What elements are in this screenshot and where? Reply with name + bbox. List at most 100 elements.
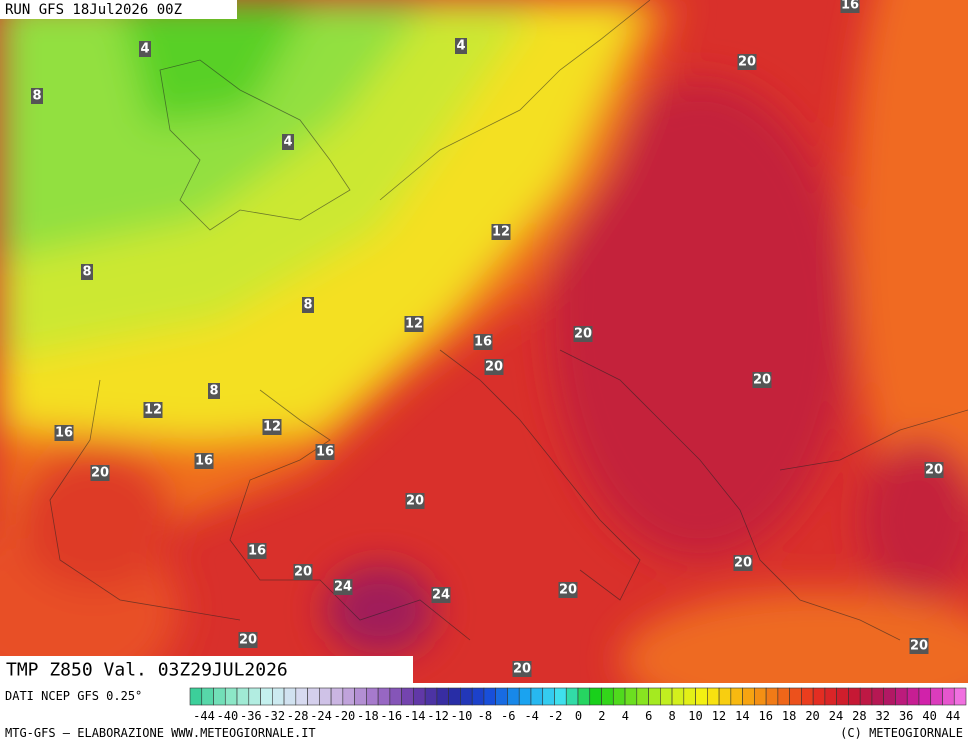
contour-label-box [512, 661, 532, 677]
legend-swatch [483, 687, 496, 706]
contour-label-box [293, 564, 313, 580]
contour-label: 20 [406, 494, 424, 509]
map-title: TMP Z850 Val. 03Z29JUL2026 [6, 660, 288, 681]
legend-label: 6 [645, 709, 652, 723]
legend-swatch [624, 687, 638, 706]
legend-label: -28 [287, 709, 309, 723]
contour-label-box [139, 41, 151, 57]
legend-swatch [413, 687, 426, 706]
legend-label: 20 [805, 709, 819, 723]
coastlines [49, 0, 968, 641]
legend-swatch [319, 687, 332, 706]
contour-label: 20 [513, 662, 531, 677]
legend-swatch [683, 687, 696, 706]
legend-swatch [448, 687, 461, 706]
contour-label: 20 [239, 633, 257, 648]
legend-swatch [213, 687, 226, 706]
contour-label-box [247, 543, 267, 559]
legend-swatch [377, 687, 391, 706]
contour-label: 16 [841, 0, 859, 13]
contour-label: 16 [316, 445, 334, 460]
title-box [0, 656, 413, 683]
legend-swatch [401, 687, 414, 706]
contour-label-box [90, 465, 110, 481]
contour-label: 20 [559, 583, 577, 598]
legend-swatch [342, 687, 355, 706]
contour-label-box [455, 38, 467, 54]
legend-swatch [906, 687, 920, 706]
legend-swatch [859, 687, 873, 706]
footer-right: (C) METEOGIORNALE [840, 726, 963, 740]
contour-label-box [909, 638, 929, 654]
contour-label: 16 [474, 335, 492, 350]
legend-label: -10 [451, 709, 473, 723]
contour-label-box [558, 582, 578, 598]
contour-label-box [405, 493, 425, 509]
legend-swatch [424, 687, 438, 706]
legend-label: -6 [501, 709, 515, 723]
contour-label-box [733, 555, 753, 571]
legend-swatch [565, 687, 579, 706]
legend-label: 32 [876, 709, 890, 723]
run-label: RUN GFS 18Jul2026 00Z [5, 2, 182, 18]
legend-label: 12 [712, 709, 726, 723]
legend-swatch [295, 687, 308, 706]
legend-swatch [801, 687, 814, 706]
legend-swatch [824, 687, 837, 706]
legend-label: -8 [478, 709, 492, 723]
legend-swatch [871, 687, 884, 706]
legend-swatch [389, 687, 402, 706]
contour-label-box [924, 462, 944, 478]
contour-label: 8 [82, 265, 91, 280]
run-box [0, 0, 237, 19]
legend-swatch [648, 687, 661, 706]
legend-label: -12 [427, 709, 449, 723]
contour-label-box [333, 579, 353, 595]
contour-label-box [752, 372, 772, 388]
legend-swatch [554, 687, 567, 706]
contour-label: 12 [263, 420, 281, 435]
contour-label-box [302, 297, 314, 313]
contour-label-box [262, 419, 282, 435]
legend-swatch [812, 687, 826, 706]
contour-label: 20 [925, 463, 943, 478]
contour-label-box [315, 444, 335, 460]
contour-label: 20 [91, 466, 109, 481]
legend-swatch [718, 687, 732, 706]
contour-label: 20 [294, 565, 312, 580]
contour-label-box [840, 0, 860, 13]
legend-swatch [660, 687, 673, 706]
legend-swatch [436, 687, 449, 706]
legend-swatch [707, 687, 720, 706]
legend-label: -16 [380, 709, 402, 723]
legend-swatch [612, 687, 626, 706]
legend-label: 40 [922, 709, 936, 723]
legend-swatch [636, 687, 649, 706]
contour-label-box [473, 334, 493, 350]
contour-label: 12 [405, 317, 423, 332]
contour-label: 4 [283, 135, 292, 150]
legend-swatch [918, 687, 932, 706]
legend-label: -2 [548, 709, 562, 723]
legend-swatch [765, 687, 779, 706]
contour-label: 4 [140, 42, 149, 57]
legend-swatch [895, 687, 908, 706]
legend-swatch [471, 687, 485, 706]
legend-label: -32 [263, 709, 285, 723]
legend-swatch [530, 687, 544, 706]
legend-label: 44 [946, 709, 960, 723]
contour-label-box [431, 587, 451, 603]
contour-label: 12 [492, 225, 510, 240]
temperature-field [0, 0, 968, 683]
legend-swatch [201, 687, 214, 706]
contour-label-box [54, 425, 74, 441]
legend-swatch [777, 687, 790, 706]
legend-swatch [883, 687, 896, 706]
legend-label: -18 [357, 709, 379, 723]
contour-label-box [81, 264, 93, 280]
footer-left: MTG-GFS — ELABORAZIONE WWW.METEOGIORNALE… [5, 726, 316, 740]
legend-label: 16 [759, 709, 773, 723]
legend-label: -20 [334, 709, 356, 723]
